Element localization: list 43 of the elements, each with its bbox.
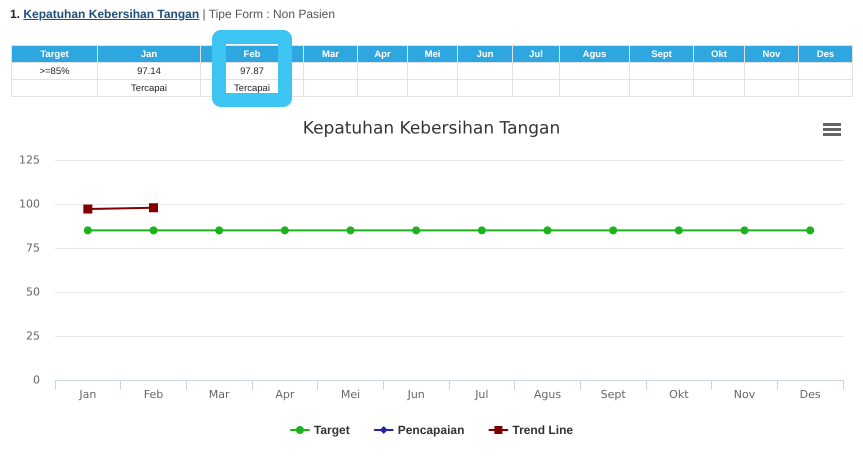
text: >=85%: [12, 62, 98, 80]
text: | Tipe Form : Non Pasien: [202, 7, 336, 21]
y-tick-label: 25: [26, 330, 40, 342]
text: Target: [12, 46, 98, 62]
x-tick-label: Apr: [275, 388, 295, 401]
x-tick-label: Mei: [340, 388, 360, 401]
y-tick-label: 75: [26, 242, 40, 254]
x-tick-label: Jul: [474, 388, 488, 401]
x-tick-label: Mar: [208, 388, 230, 401]
category-label: Des: [816, 48, 834, 60]
text: Tercapai: [200, 80, 304, 96]
legend-label: Trend Line: [512, 423, 574, 437]
text: 97.14: [98, 62, 200, 80]
category-label: Jan: [140, 48, 158, 60]
text: Kepatuhan Kebersihan Tangan: [23, 7, 200, 21]
category-label: Feb: [244, 48, 260, 60]
text: 97.87: [200, 62, 304, 80]
category-label: Mar: [322, 48, 339, 60]
chart-title: Kepatuhan Kebersihan Tangan: [302, 118, 560, 138]
category-label: Okt: [711, 48, 727, 60]
x-tick-label: Agus: [534, 388, 562, 401]
y-tick-label: 125: [19, 154, 40, 166]
y-tick-label: 0: [33, 374, 40, 386]
legend-label: Pencapaian: [398, 423, 464, 437]
x-tick-label: Feb: [144, 388, 164, 401]
text: 1.: [10, 7, 20, 21]
category-label: Jul: [529, 48, 543, 60]
category-label: Apr: [374, 48, 391, 60]
x-tick-label: Jan: [78, 388, 96, 401]
category-label: Jun: [476, 48, 494, 60]
category-label: Agus: [582, 48, 606, 60]
x-tick-label: Jun: [406, 388, 425, 401]
x-tick-label: Okt: [669, 388, 690, 401]
legend-label: Target: [314, 423, 350, 437]
text: Tercapai: [98, 80, 200, 96]
y-tick-label: 100: [19, 198, 40, 210]
category-label: Mei: [424, 48, 440, 60]
x-tick-label: Sept: [600, 388, 626, 401]
category-label: Sept: [651, 48, 672, 60]
y-tick-label: 50: [26, 286, 40, 298]
x-tick-label: Des: [800, 388, 821, 401]
x-tick-label: Nov: [734, 388, 756, 401]
category-label: Nov: [762, 48, 780, 60]
